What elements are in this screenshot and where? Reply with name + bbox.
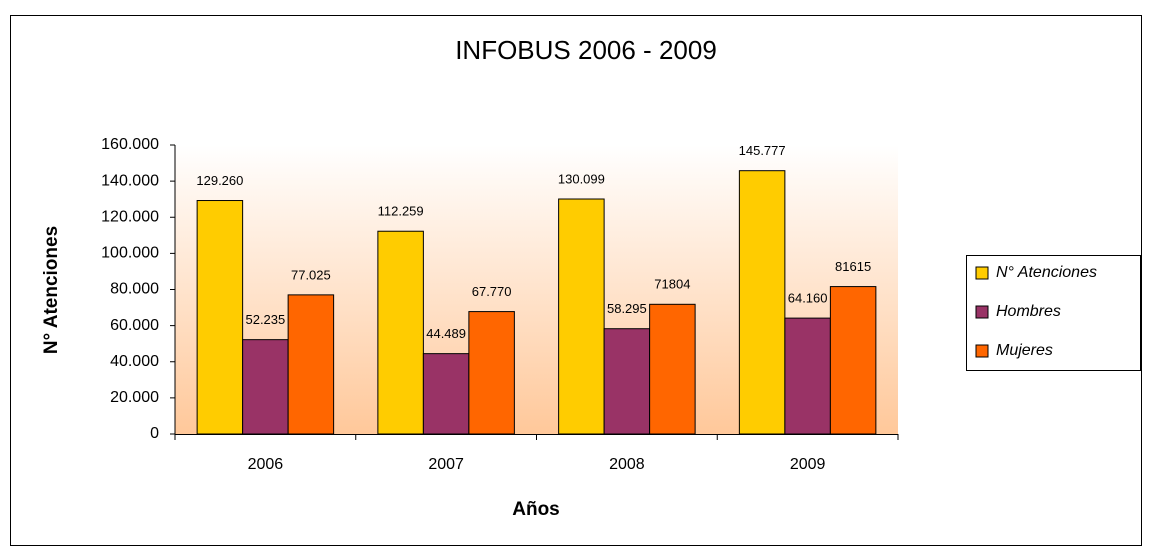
y-tick-label: 20.000	[110, 389, 159, 406]
legend-swatch	[975, 344, 989, 358]
bar	[422, 353, 470, 435]
y-tick-label: 120.000	[101, 208, 159, 225]
chart-title: INFOBUS 2006 - 2009	[455, 35, 717, 65]
legend-swatch	[975, 266, 989, 280]
x-tick-label: 2006	[248, 456, 284, 473]
bar	[829, 286, 877, 435]
data-label: 44.489	[426, 326, 466, 341]
bar	[377, 230, 424, 435]
legend-label: N° Atenciones	[996, 264, 1097, 281]
y-tick-label: 140.000	[101, 172, 159, 189]
bar	[738, 170, 786, 435]
data-label: 52.235	[245, 312, 285, 327]
data-label: 81615	[835, 259, 871, 274]
bar	[558, 198, 605, 435]
data-label: 64.160	[788, 291, 828, 306]
y-tick-label: 100.000	[101, 245, 159, 262]
y-tick-label: 80.000	[110, 281, 159, 298]
data-label: 145.777	[739, 143, 786, 158]
data-label: 129.260	[196, 173, 243, 188]
legend-label: Hombres	[996, 303, 1061, 320]
data-label: 112.259	[378, 204, 424, 219]
data-label: 130.099	[558, 171, 605, 186]
y-tick-label: 60.000	[110, 317, 159, 334]
bar	[287, 294, 335, 435]
bar	[649, 303, 696, 435]
x-axis-label: Años	[512, 499, 560, 520]
x-tick-label: 2008	[609, 456, 645, 473]
data-label: 77.025	[291, 267, 331, 282]
y-axis-label: N° Atenciones	[41, 226, 62, 354]
y-tick-label: 40.000	[110, 353, 159, 370]
y-tick-label: 160.000	[101, 136, 159, 153]
bar	[603, 328, 651, 435]
data-label: 58.295	[607, 301, 647, 316]
legend-swatch	[975, 305, 989, 319]
data-label: 67.770	[472, 284, 512, 299]
x-tick-label: 2007	[428, 456, 464, 473]
bar	[784, 317, 831, 435]
x-tick-label: 2009	[790, 456, 826, 473]
bar	[196, 200, 244, 435]
bar	[468, 311, 515, 435]
legend-label: Mujeres	[996, 342, 1053, 359]
bar	[242, 339, 289, 435]
y-tick-label: 0	[150, 425, 159, 442]
data-label: 71804	[654, 277, 690, 292]
legend	[966, 255, 1141, 371]
